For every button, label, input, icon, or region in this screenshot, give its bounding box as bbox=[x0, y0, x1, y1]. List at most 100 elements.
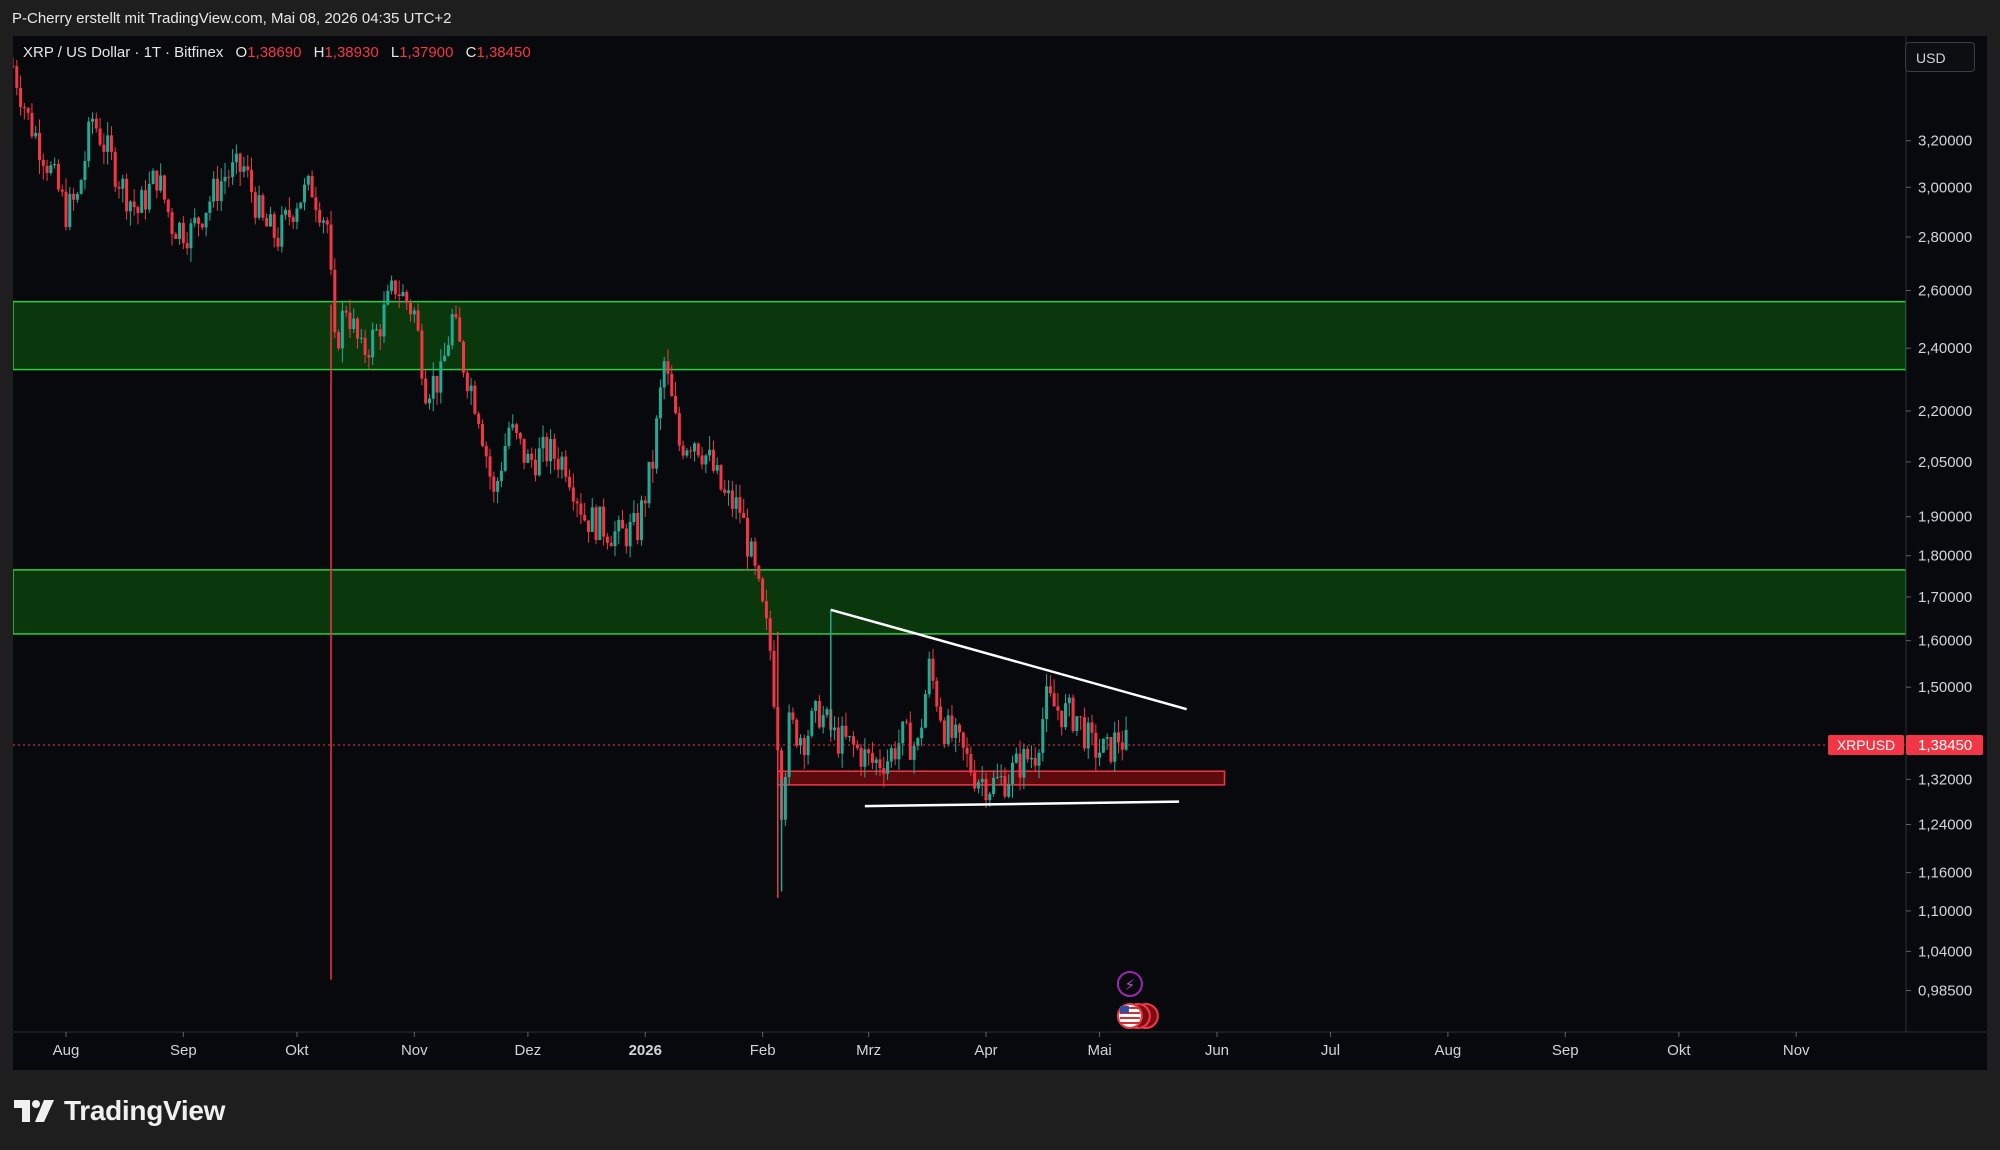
candle-body bbox=[416, 310, 420, 331]
price-tick-label: 1,60000 bbox=[1918, 633, 1972, 650]
candle-body bbox=[560, 456, 564, 470]
candle-body bbox=[908, 722, 912, 760]
candle-body bbox=[708, 449, 712, 456]
candle-body bbox=[1094, 732, 1098, 758]
candle-body bbox=[106, 135, 110, 152]
candle-body bbox=[344, 310, 348, 313]
candle-body bbox=[64, 191, 68, 228]
candle-body bbox=[533, 459, 537, 476]
time-tick-label: Okt bbox=[285, 1042, 309, 1059]
candle-body bbox=[916, 738, 920, 746]
time-tick-label: Mrz bbox=[856, 1042, 881, 1059]
symbol-legend: XRP / US Dollar · 1T · Bitfinex O1,38690… bbox=[23, 44, 531, 61]
candle-body bbox=[204, 212, 208, 228]
candle-body bbox=[83, 160, 87, 181]
candle-body bbox=[874, 759, 878, 764]
candle-body bbox=[363, 337, 367, 355]
candle-body bbox=[121, 178, 125, 189]
tradingview-logo[interactable]: TradingView bbox=[14, 1095, 225, 1127]
candle-body bbox=[162, 175, 166, 200]
candle-body bbox=[727, 490, 731, 494]
close-value: 1,38450 bbox=[476, 44, 531, 61]
candle-body bbox=[473, 385, 477, 414]
zone-support-resistance-1 bbox=[13, 569, 1907, 635]
price-tick-label: 1,90000 bbox=[1918, 509, 1972, 526]
candle-body bbox=[242, 166, 246, 172]
price-tick-label: 0,98500 bbox=[1918, 983, 1972, 1000]
price-tick-label: 3,20000 bbox=[1918, 133, 1972, 150]
ticker-badge bbox=[1828, 735, 1904, 756]
candle-body bbox=[999, 776, 1003, 778]
candle-body bbox=[734, 497, 738, 509]
candle-body bbox=[590, 507, 594, 532]
candle-body bbox=[492, 476, 496, 492]
candle-body bbox=[454, 314, 458, 318]
price-tick-label: 2,20000 bbox=[1918, 403, 1972, 420]
candle-body bbox=[412, 310, 416, 315]
candle-body bbox=[94, 118, 98, 129]
zone-support-resistance-0 bbox=[13, 300, 1907, 371]
candle-body bbox=[1018, 753, 1022, 778]
candle-body bbox=[227, 176, 231, 178]
candle-body bbox=[261, 195, 265, 218]
candle-body bbox=[356, 318, 360, 339]
candle-body bbox=[946, 715, 950, 745]
candle-body bbox=[488, 456, 492, 477]
chart-area[interactable]: 3,20000 3,00000 2,80000 2,60000 2,40000 2,200… bbox=[13, 36, 1987, 1070]
candle-body bbox=[60, 189, 64, 192]
candle-body bbox=[1071, 697, 1075, 732]
candle-body bbox=[318, 209, 322, 223]
candle-body bbox=[632, 513, 636, 523]
candle-body bbox=[1045, 686, 1049, 720]
candle-body bbox=[674, 396, 678, 414]
candle-body bbox=[795, 719, 799, 746]
trendline-1 bbox=[864, 800, 1180, 808]
candle-body bbox=[378, 329, 382, 337]
candle-body bbox=[545, 436, 549, 462]
candle-body bbox=[117, 186, 121, 189]
price-tick-label: 1,70000 bbox=[1918, 589, 1972, 606]
candle-body bbox=[961, 732, 965, 748]
candle-body bbox=[1105, 737, 1109, 739]
candle-body bbox=[810, 710, 814, 736]
candle-body bbox=[113, 151, 117, 187]
lightning-glyph-icon: ⚡ bbox=[1125, 976, 1136, 994]
currency-selector[interactable]: USD bbox=[1905, 42, 1975, 72]
candle-body bbox=[219, 181, 223, 202]
candle-body bbox=[1101, 738, 1105, 753]
time-tick-label: 2026 bbox=[629, 1042, 662, 1059]
candle-body bbox=[772, 650, 776, 707]
candle-body bbox=[310, 175, 314, 198]
candle-body bbox=[666, 361, 670, 374]
price-chart[interactable]: 3,20000 3,00000 2,80000 2,60000 2,40000 2,200… bbox=[13, 36, 1987, 1070]
candle-body bbox=[250, 170, 254, 193]
candle-body bbox=[700, 455, 704, 465]
candle-body bbox=[393, 280, 397, 295]
price-tick-label: 1,50000 bbox=[1918, 679, 1972, 696]
candle-body bbox=[272, 214, 276, 238]
candle-body bbox=[1109, 737, 1113, 762]
candle-body bbox=[507, 427, 511, 446]
candle-body bbox=[965, 747, 969, 755]
candle-body bbox=[223, 176, 227, 182]
candle-body bbox=[798, 738, 802, 746]
candle-body bbox=[208, 201, 212, 213]
last-price-badge-label: 1,38450 bbox=[1918, 737, 1972, 754]
candle-body bbox=[306, 175, 310, 185]
candle-body bbox=[484, 445, 488, 457]
candle-body bbox=[1056, 706, 1060, 711]
candle-body bbox=[579, 503, 583, 515]
candle-body bbox=[13, 65, 15, 67]
candle-body bbox=[537, 448, 541, 476]
candle-body bbox=[231, 162, 235, 177]
candle-body bbox=[409, 303, 413, 315]
candle-body bbox=[518, 432, 522, 439]
time-tick-label: Jul bbox=[1321, 1042, 1340, 1059]
candle-body bbox=[151, 170, 155, 184]
candle-body bbox=[571, 487, 575, 502]
candle-body bbox=[1086, 722, 1090, 749]
candle-body bbox=[1124, 730, 1128, 750]
candle-body bbox=[185, 243, 189, 249]
candle-body bbox=[783, 777, 787, 820]
candle-body bbox=[639, 500, 643, 540]
